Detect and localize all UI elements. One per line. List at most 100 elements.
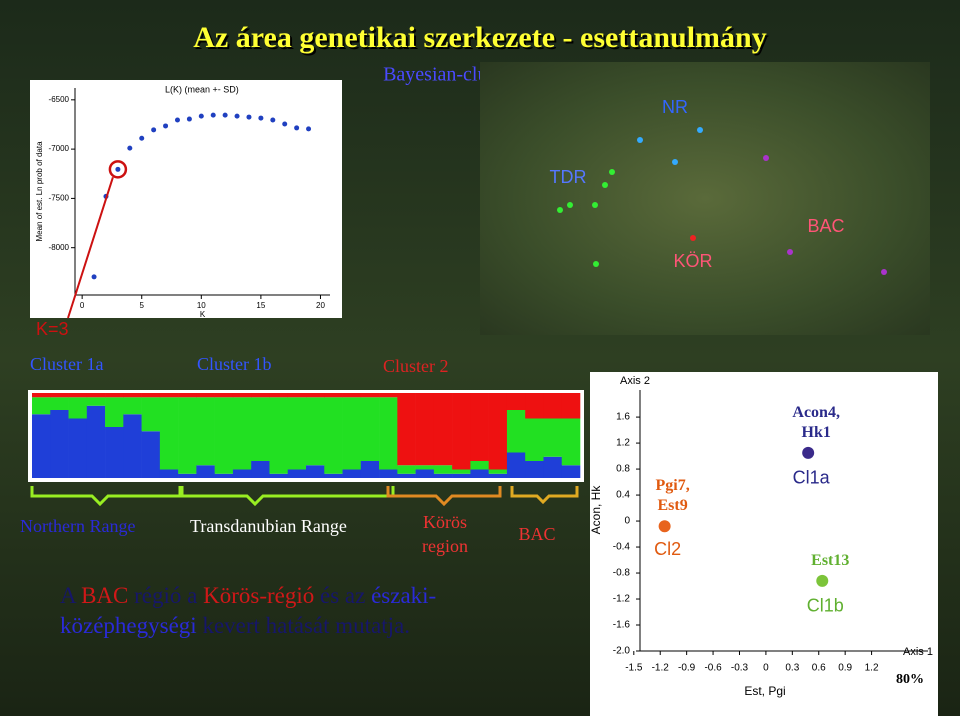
bar-segment [287, 397, 307, 470]
point-label: Pgi7, Est9 [656, 477, 690, 514]
bar-segment [488, 473, 508, 478]
bar-segment [123, 414, 142, 478]
bar-segment [178, 473, 197, 478]
bar-segment [105, 397, 124, 427]
y-tick-label: 0.4 [616, 490, 630, 501]
x-tick-label: 10 [197, 301, 206, 310]
point-label-line: Est13 [811, 551, 849, 568]
x-tick-label: 0.6 [812, 663, 826, 674]
bar-segment [232, 397, 252, 470]
bar-segment [543, 418, 563, 457]
conclusion: középhegységi kevert hatását mutatja. [60, 613, 410, 638]
cluster-label: Cluster 2 [383, 356, 449, 376]
bar-segment [342, 397, 362, 470]
bar-segment [214, 397, 234, 474]
bar-segment [141, 393, 161, 398]
point [258, 115, 264, 121]
bar-segment [415, 393, 435, 466]
bar-segment [214, 473, 234, 478]
bar-segment [470, 469, 489, 478]
point-label: Est13 [811, 551, 849, 568]
annotation: K=3 [36, 319, 69, 339]
bar-segment [415, 465, 435, 470]
bar-segment [506, 452, 526, 478]
cluster-label: Cl1b [807, 596, 844, 616]
lnk-panel [30, 80, 342, 318]
bar-segment [32, 414, 51, 478]
bar-segment [50, 393, 69, 398]
title-shadow: Az área genetikai szerkezete - esettanul… [195, 23, 768, 56]
x-tick-label: 1.2 [865, 663, 879, 674]
bar-segment [379, 397, 398, 470]
y-tick-label: 0.8 [616, 464, 630, 475]
map-label: KÖR [673, 251, 712, 271]
bar-segment [452, 473, 471, 478]
point [163, 123, 169, 129]
point [306, 126, 312, 132]
bar-segment [68, 393, 88, 398]
bar-segment [488, 469, 508, 474]
cluster-label: Cluster 1a [30, 354, 104, 374]
bar-segment [379, 393, 398, 398]
point-label-line: Acon4, [792, 403, 840, 420]
map-label: BAC [807, 216, 844, 236]
bar-segment [543, 456, 563, 478]
bar-segment [397, 465, 416, 474]
region-label: Transdanubian Range [190, 516, 347, 536]
point-label-line: Est9 [658, 497, 688, 514]
bar-segment [32, 397, 51, 415]
bar-segment [105, 393, 124, 398]
bar-segment [360, 397, 380, 461]
x-tick-label: 20 [316, 301, 325, 310]
bar-segment [251, 393, 270, 398]
highlight [108, 160, 128, 179]
cluster-label: Cl2 [654, 539, 681, 559]
bar-segment [379, 469, 398, 478]
slide-title: Az área genetikai szerkezete - esettanul… [193, 21, 766, 54]
y-axis-title: Axis 2 [620, 375, 650, 387]
conclusion-part: és az [314, 583, 371, 608]
bar-segment [543, 393, 563, 419]
bar-segment [269, 397, 289, 474]
x-tick-label: 5 [140, 301, 145, 310]
point [186, 116, 192, 122]
region-label: BAC [518, 524, 555, 544]
bar-segment [525, 393, 544, 419]
conclusion-part: kevert hatását mutatja. [197, 613, 410, 638]
y-tick-label: -8000 [49, 243, 70, 252]
bar-segment [86, 393, 106, 398]
y-tick-label: 1.2 [616, 438, 630, 449]
x-axis-title: Axis 1 [903, 646, 933, 658]
bar-segment [506, 393, 526, 410]
bar-segment [287, 393, 307, 398]
region-label: Northern Range [20, 516, 135, 536]
conclusion: A BAC régió a Körös-régió és az északi- [60, 583, 436, 608]
x-tick-label: 0 [80, 301, 85, 310]
x-tick-label: 0 [763, 663, 769, 674]
bar-segment [178, 393, 197, 398]
chart-title: L(K) (mean +- SD) [165, 84, 239, 94]
point [816, 574, 829, 587]
bar-segment [86, 405, 106, 478]
point [294, 125, 300, 131]
point [198, 113, 204, 119]
y-tick-label: -7000 [49, 144, 70, 153]
bar-segment [397, 473, 416, 478]
bar-segment [196, 393, 215, 398]
bar-segment [525, 461, 544, 478]
x-tick-label: -0.3 [731, 663, 749, 674]
bar-segment [306, 393, 325, 398]
bar-segment [123, 397, 142, 415]
bar-segment [196, 397, 215, 466]
bar-segment [561, 393, 581, 419]
bar-segment [178, 397, 197, 474]
point [174, 117, 180, 123]
point [210, 112, 216, 118]
y-tick-label: -7500 [49, 194, 70, 203]
point [91, 274, 97, 280]
bar-segment [269, 393, 289, 398]
conclusion-part: Körös-régió [203, 583, 314, 608]
y-tick-label: -0.8 [613, 568, 631, 579]
map [480, 62, 930, 335]
